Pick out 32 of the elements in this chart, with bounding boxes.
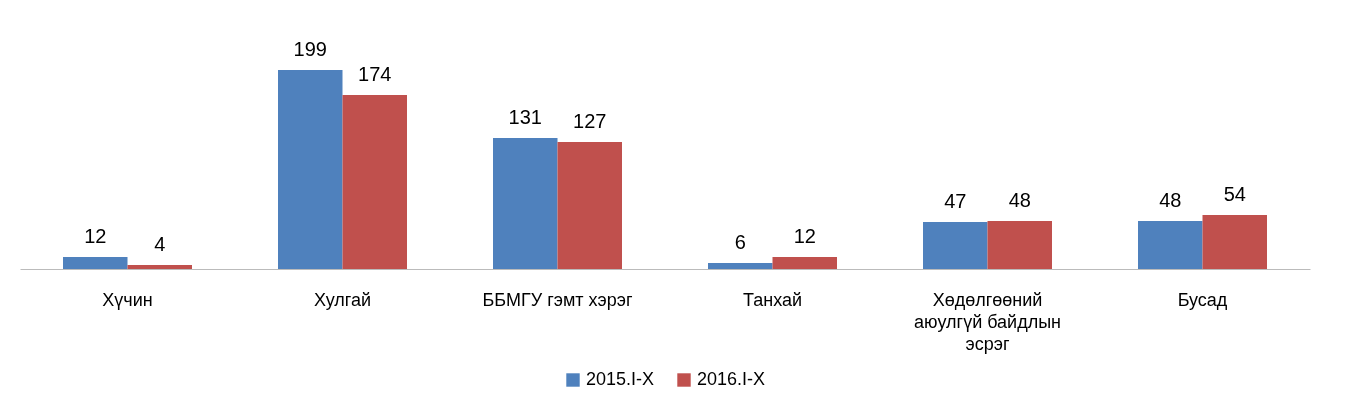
data-label: 48	[1159, 189, 1182, 211]
x-tick-label: ББМГУ гэмт хэрэг	[482, 289, 633, 310]
bar	[342, 95, 407, 269]
x-tick-label: Хулгай	[314, 289, 371, 310]
bar	[63, 257, 128, 269]
data-label: 199	[293, 38, 327, 60]
bar	[127, 265, 192, 269]
data-label: 131	[508, 106, 542, 128]
bar	[557, 142, 622, 269]
legend-label: 2016.I-X	[697, 369, 766, 389]
legend-label: 2015.I-X	[586, 369, 655, 389]
bar	[923, 222, 988, 269]
x-tick-label: Хүчин	[102, 289, 153, 310]
data-label: 174	[358, 63, 392, 85]
data-label: 4	[154, 233, 166, 255]
data-label: 12	[84, 225, 107, 247]
data-label: 47	[944, 190, 967, 212]
data-label: 127	[573, 110, 607, 132]
data-label: 6	[734, 231, 746, 253]
bar	[772, 257, 837, 269]
bar	[1202, 215, 1267, 269]
data-label: 12	[793, 225, 816, 247]
bar	[278, 70, 343, 269]
data-label: 48	[1008, 189, 1031, 211]
x-tick-label: Хөдөлгөөний аюулгүй байдлын эсрэг	[913, 289, 1062, 354]
data-label: 54	[1223, 183, 1246, 205]
bar	[987, 221, 1052, 269]
bar	[708, 263, 773, 269]
bar	[1138, 221, 1203, 269]
bar	[493, 138, 558, 269]
x-tick-label: Бусад	[1177, 289, 1228, 310]
x-tick-label: Танхай	[742, 289, 803, 310]
